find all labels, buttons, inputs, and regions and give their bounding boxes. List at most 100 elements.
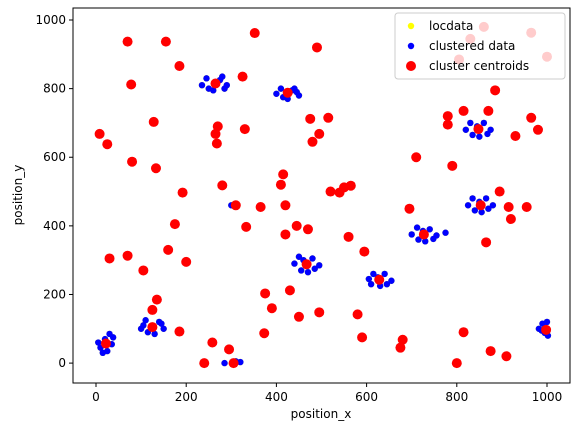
point [418,229,429,240]
point [284,285,295,296]
x-tick-label: 0 [92,390,100,404]
point [278,169,289,180]
point [150,163,161,174]
point [266,303,277,314]
point [503,201,514,212]
point [343,231,354,242]
point [94,128,105,139]
point [147,322,158,333]
point [359,246,370,257]
point [473,124,484,135]
x-tick-label: 1000 [532,390,563,404]
point [304,268,312,276]
point [177,187,188,198]
point [311,265,318,272]
legend-label: locdata [429,19,473,33]
series [95,73,552,367]
point [295,253,303,260]
point [458,105,469,116]
point [122,36,133,47]
point [169,219,180,230]
point [357,332,368,343]
point [277,85,285,92]
point [224,344,235,355]
point [469,195,476,202]
x-tick-label: 800 [445,390,468,404]
point [99,349,106,357]
point [485,205,492,212]
point [480,119,488,127]
point [345,180,356,191]
point [174,326,185,337]
point [181,256,192,267]
point [430,235,437,243]
point [307,136,318,147]
y-tick-label: 200 [43,287,66,301]
point [302,224,313,235]
x-tick-label: 600 [355,390,378,404]
point [293,88,300,96]
point [293,311,304,322]
point [140,322,147,329]
point [148,116,159,127]
point [505,214,516,225]
point [260,288,271,299]
point [475,200,486,211]
point [199,358,210,369]
point [422,238,429,245]
point [138,265,149,276]
point [122,250,133,261]
point [543,318,551,326]
point [237,71,248,82]
point [489,202,497,209]
point [411,152,422,163]
point [127,156,138,167]
point [478,208,485,216]
y-tick-label: 600 [43,150,66,164]
point [210,78,221,89]
point [212,121,223,132]
point [160,36,171,47]
point [464,202,472,209]
x-axis-label: position_x [291,407,352,421]
point [367,280,375,288]
point [255,201,266,212]
point [126,79,137,90]
point [221,359,228,367]
point [476,133,483,140]
point [365,275,373,283]
point [273,90,280,97]
point [482,195,490,202]
point [451,358,462,369]
point [305,113,316,124]
point [521,201,532,212]
y-axis-label: position_y [11,165,25,226]
point [383,280,391,288]
point [510,130,521,141]
point [485,346,496,357]
point [352,309,363,320]
point [151,330,158,338]
y-tick-label: 800 [43,82,66,96]
point [106,330,113,338]
point [163,244,174,255]
point [490,85,501,96]
point [447,160,458,171]
point [95,339,102,346]
point [275,179,286,190]
point [501,351,512,362]
point [314,128,325,139]
point [408,231,415,238]
point [100,338,111,349]
point [147,304,158,315]
point [207,337,218,348]
point [249,28,260,39]
point [280,229,291,240]
point [309,255,316,262]
x-tick-label: 200 [175,390,198,404]
point [325,186,336,197]
point [210,128,221,139]
point [494,186,505,197]
